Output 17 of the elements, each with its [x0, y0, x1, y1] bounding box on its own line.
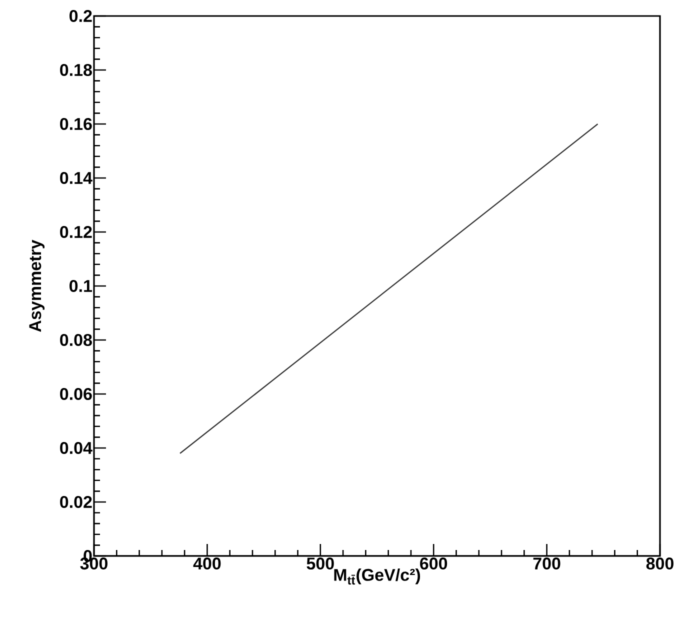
- y-tick-label: 0.12: [60, 226, 92, 238]
- x-tick-label: 600: [420, 558, 448, 570]
- y-tick-label: 0.02: [60, 496, 92, 508]
- y-tick-label: 0.04: [60, 442, 92, 454]
- y-tick-label: 0.16: [60, 118, 92, 130]
- y-tick-label: 0.14: [60, 172, 92, 184]
- y-axis-title: Asymmetry: [29, 240, 45, 332]
- y-tick-label: 0.18: [60, 64, 92, 76]
- y-tick-label: 0.06: [60, 388, 92, 400]
- x-tick-label: 800: [646, 558, 674, 570]
- x-tick-label: 500: [306, 558, 334, 570]
- x-tick-label: 700: [533, 558, 560, 570]
- y-tick-label: 0.2: [70, 10, 92, 22]
- y-tick-label: 0.08: [60, 334, 92, 346]
- x-tick-label: 400: [193, 558, 221, 570]
- x-axis-title: M$_{tt̄}$(GeV/c²): [334, 568, 420, 585]
- y-tick-label: 0.1: [70, 280, 92, 292]
